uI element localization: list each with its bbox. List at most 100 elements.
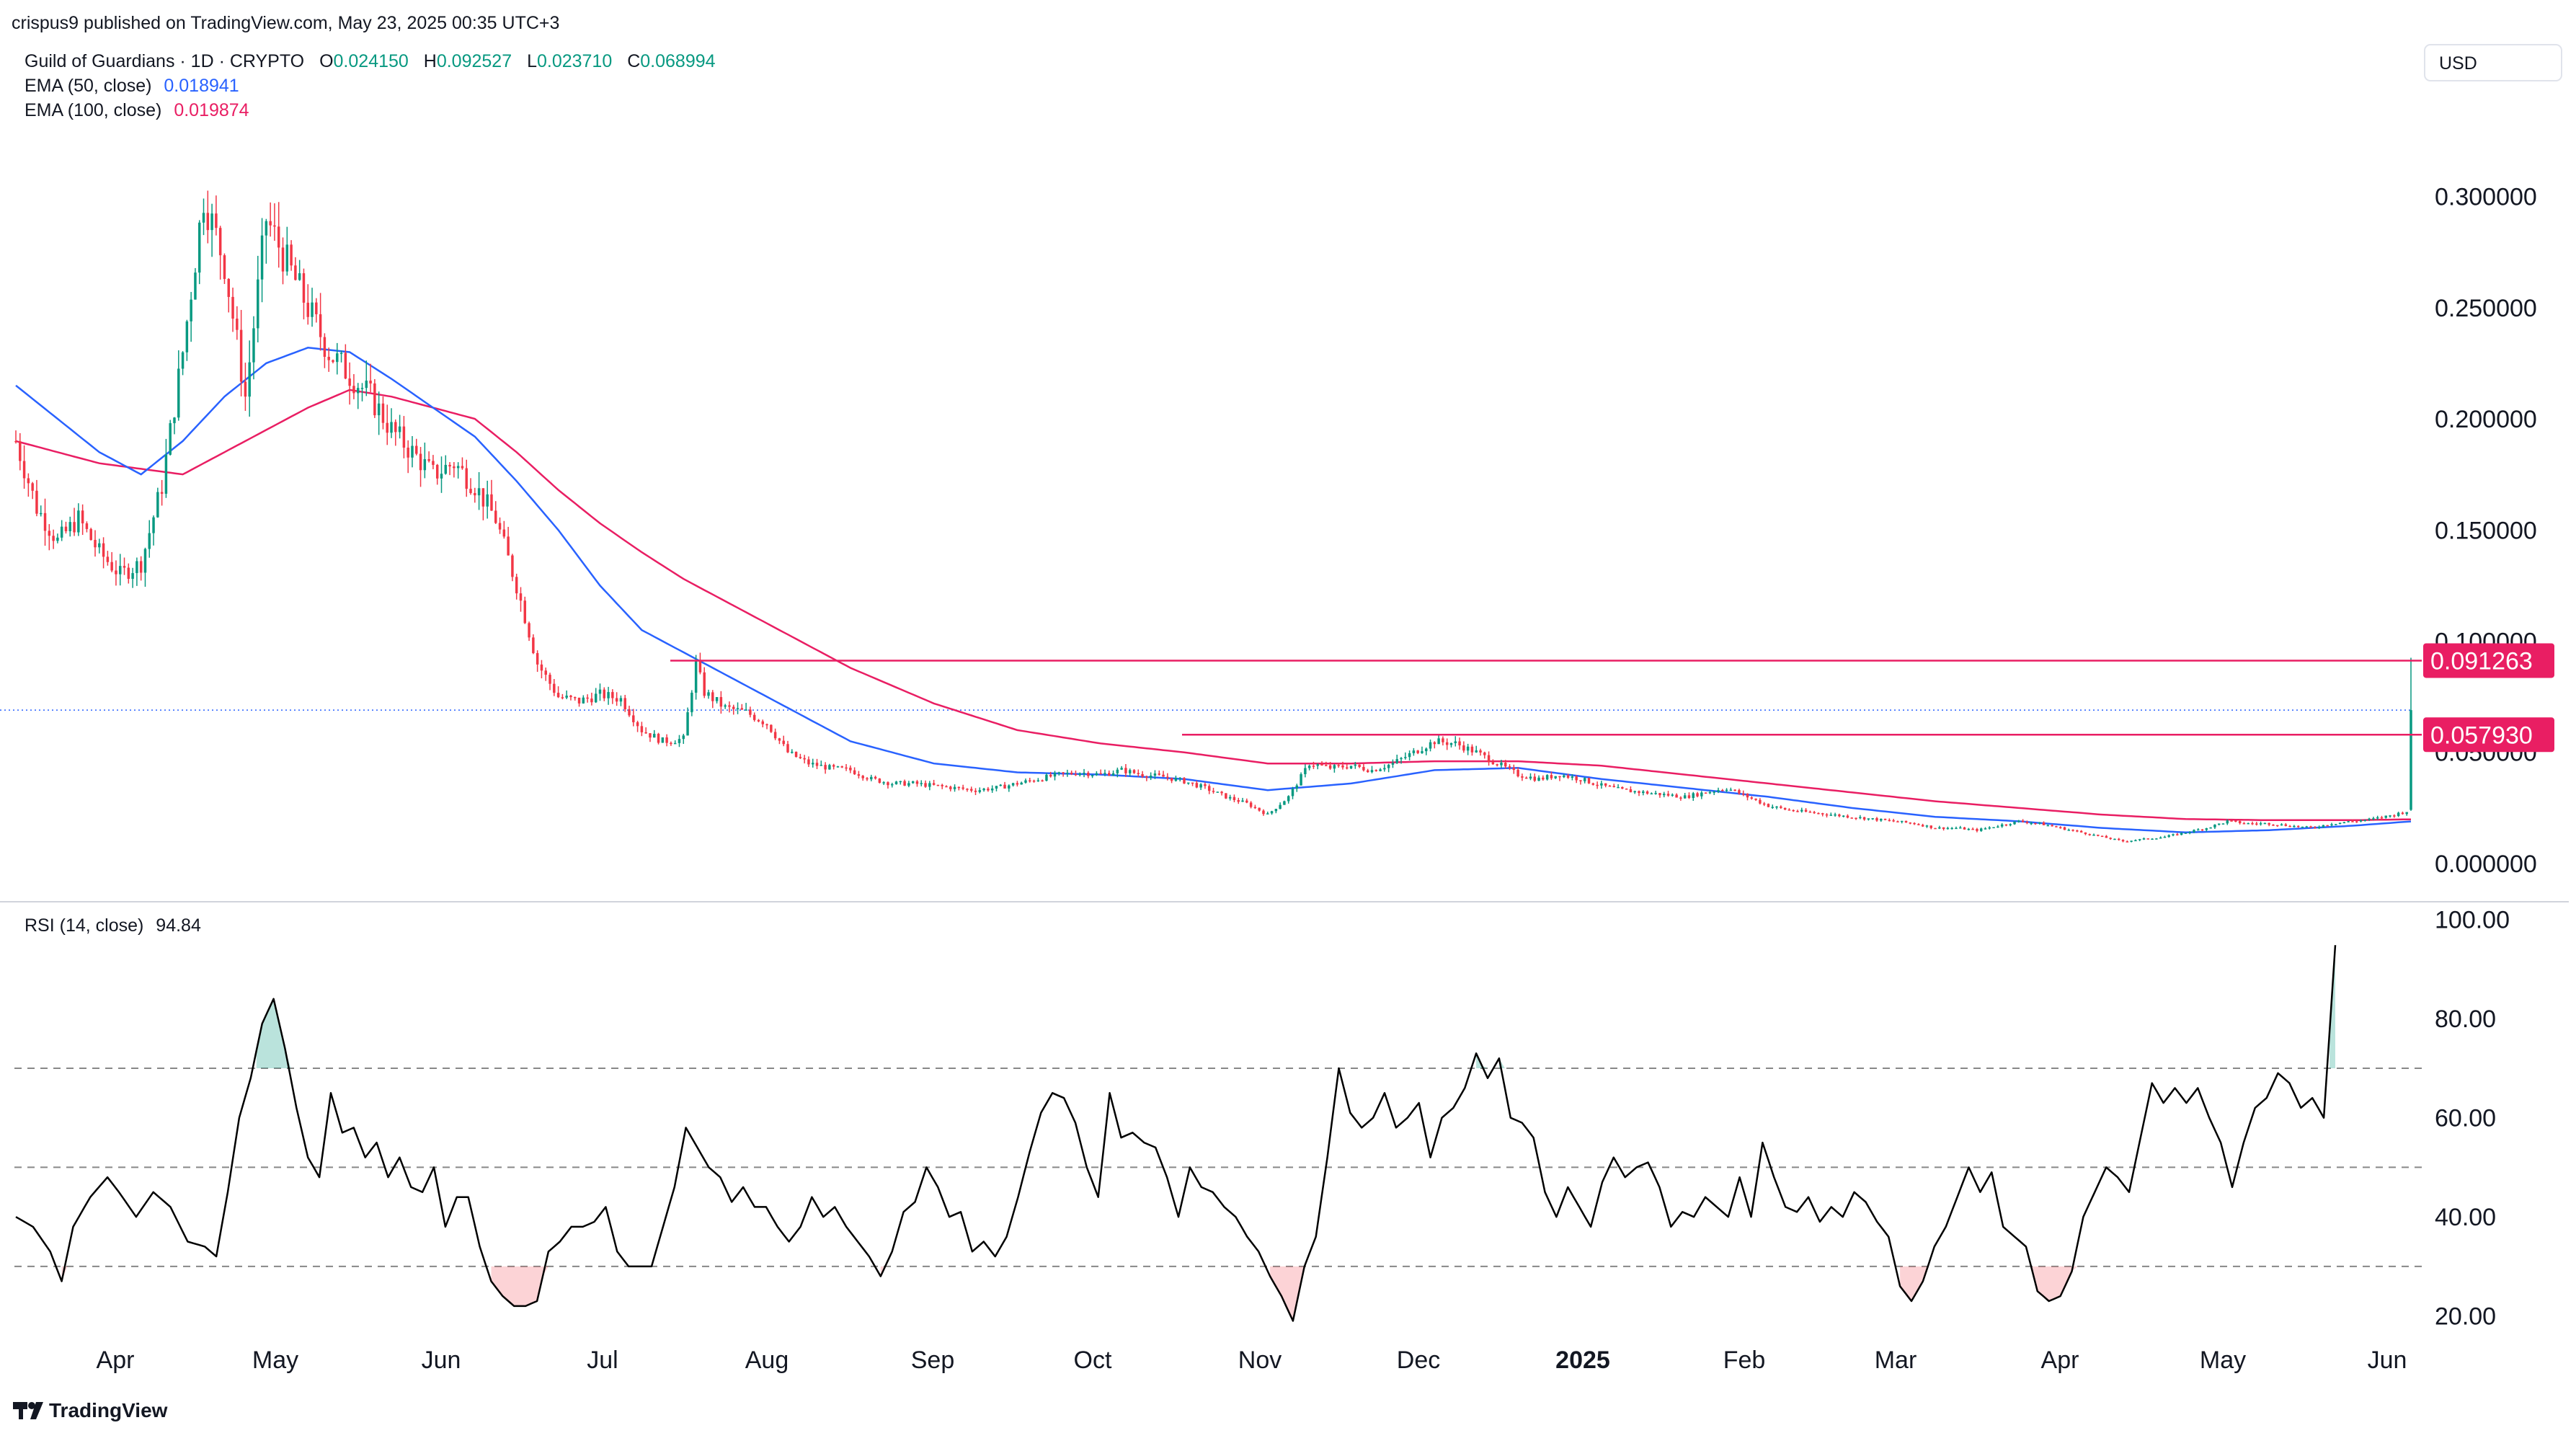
candle xyxy=(565,690,568,699)
candle-body xyxy=(2193,830,2195,833)
candle xyxy=(2134,839,2137,842)
candle xyxy=(1287,795,1290,804)
candle-body xyxy=(1066,772,1069,774)
candle xyxy=(678,735,681,747)
rsi-value: 94.84 xyxy=(156,915,201,936)
candle-body xyxy=(94,540,97,548)
candle xyxy=(2242,822,2246,825)
candle-body xyxy=(953,786,956,789)
candle xyxy=(1295,784,1299,792)
candle-body xyxy=(673,742,677,745)
candle-body xyxy=(745,709,747,711)
candle xyxy=(115,560,117,586)
candle-body xyxy=(1253,807,1257,809)
candle xyxy=(1654,790,1657,795)
candle xyxy=(1687,792,1691,799)
candle-body xyxy=(43,513,47,531)
candle xyxy=(14,430,17,444)
candle-body xyxy=(377,403,381,416)
candle xyxy=(1011,782,1015,787)
candle-body xyxy=(2380,817,2384,819)
candle-body xyxy=(2209,827,2212,829)
candle xyxy=(974,788,977,795)
candle xyxy=(1145,775,1148,781)
rsi-line xyxy=(15,945,2337,1322)
candle xyxy=(1804,808,1808,812)
rsi-legend: RSI (14, close) 94.84 xyxy=(25,915,201,936)
candle xyxy=(569,694,572,701)
candle-body xyxy=(311,302,314,317)
candle xyxy=(694,655,698,700)
candle xyxy=(344,344,347,380)
candle-body xyxy=(181,352,185,369)
candle xyxy=(507,526,510,556)
candle xyxy=(899,781,902,785)
price-tick-label: 0.150000 xyxy=(2435,517,2537,544)
candle-body xyxy=(1521,776,1524,778)
rsi-y-axis: 20.00 40.00 60.00 80.00 100.00 xyxy=(2435,907,2510,1331)
candle-body xyxy=(2355,821,2358,822)
candle xyxy=(1387,763,1390,773)
time-tick-label: Oct xyxy=(1074,1347,1112,1374)
candle xyxy=(1566,773,1570,779)
candle xyxy=(920,780,923,786)
candle-body xyxy=(1921,825,1924,827)
candle xyxy=(882,781,885,785)
candle xyxy=(770,724,773,733)
candle-body xyxy=(2051,825,2053,827)
candle-body xyxy=(815,763,819,766)
candle xyxy=(1266,811,1269,815)
candle xyxy=(1412,747,1416,756)
low-value: 0.023710 xyxy=(537,51,612,71)
candle xyxy=(465,459,468,497)
candle-body xyxy=(1825,814,1829,816)
candle-body xyxy=(820,765,823,766)
candle-body xyxy=(544,670,547,675)
candle xyxy=(2163,835,2167,838)
candle-body xyxy=(356,388,360,394)
candle xyxy=(490,479,493,511)
candle-body xyxy=(828,765,831,770)
footer-brand[interactable]: TradingView xyxy=(13,1399,168,1421)
candle xyxy=(190,292,192,342)
candle xyxy=(1579,780,1582,785)
candle xyxy=(582,695,585,704)
currency-button[interactable]: USD xyxy=(2424,44,2562,81)
candle xyxy=(1700,791,1703,799)
candle-body xyxy=(2159,837,2162,839)
published-caption: crispus9 published on TradingView.com, M… xyxy=(12,13,559,33)
candle-body xyxy=(1545,775,1549,780)
candle xyxy=(2155,838,2158,840)
candle-body xyxy=(586,697,589,699)
candle xyxy=(2293,825,2296,828)
candle xyxy=(2276,825,2279,827)
candle-body xyxy=(682,735,685,740)
candle xyxy=(2113,838,2116,840)
candle xyxy=(102,537,105,569)
open-value: 0.024150 xyxy=(334,51,409,71)
candle-body xyxy=(2188,832,2191,833)
candle-body xyxy=(89,528,92,541)
candle-body xyxy=(265,221,268,236)
candle-body xyxy=(1166,776,1169,778)
candle-body xyxy=(1412,750,1416,753)
candle xyxy=(494,501,497,524)
candle-body xyxy=(1612,786,1615,787)
candle-body xyxy=(1487,755,1491,763)
candle-body xyxy=(1174,778,1178,781)
candle xyxy=(56,533,59,544)
candle xyxy=(1959,825,1962,829)
candle-body xyxy=(477,488,481,496)
candle-body xyxy=(1258,807,1261,811)
candle xyxy=(419,447,422,487)
candle-body xyxy=(632,715,635,722)
candle-body xyxy=(306,302,309,317)
candle xyxy=(1300,772,1302,786)
candle-body xyxy=(453,466,456,469)
candle-body xyxy=(315,302,318,314)
candle-body xyxy=(336,353,339,363)
candle xyxy=(1333,764,1336,773)
candle-body xyxy=(131,573,134,579)
candle-body xyxy=(2335,824,2337,825)
candle-body xyxy=(1442,738,1444,742)
